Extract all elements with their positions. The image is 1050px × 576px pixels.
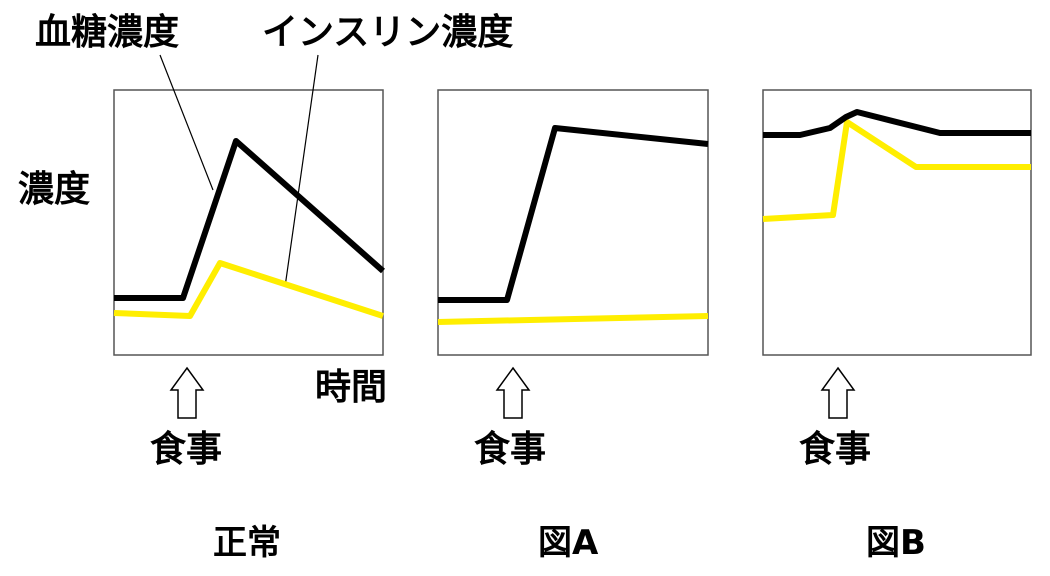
x-axis-label: 時間: [315, 367, 388, 408]
panel-frame-normal: [113, 89, 384, 356]
panel-frame-b: [762, 89, 1032, 356]
panel-title-a: 図A: [538, 523, 599, 563]
panel-title-normal: 正常: [213, 523, 281, 563]
meal-label-a: 食事: [474, 429, 547, 470]
insulin-label: インスリン濃度: [262, 12, 514, 53]
glucose-curve-a: [438, 125, 709, 303]
insulin-leader-line: [284, 54, 319, 288]
panel-title-b: 図B: [866, 523, 926, 563]
meal-arrow-icon-a: [495, 366, 531, 419]
meal-arrow-icon-b: [820, 366, 856, 419]
y-axis-label: 濃度: [18, 169, 91, 210]
panel-frame-a: [437, 89, 709, 356]
insulin-curve-b: [762, 119, 1031, 222]
glucose-leader-line: [159, 54, 214, 191]
glucose-curve-b: [763, 109, 1031, 138]
insulin-curve-normal: [113, 260, 384, 319]
meal-label-normal: 食事: [150, 429, 223, 470]
glucose-curve-normal: [114, 138, 385, 301]
insulin-curve-a: [437, 313, 709, 325]
glucose-label: 血糖濃度: [35, 12, 180, 53]
meal-label-b: 食事: [799, 429, 872, 470]
meal-arrow-icon-normal: [169, 366, 205, 419]
